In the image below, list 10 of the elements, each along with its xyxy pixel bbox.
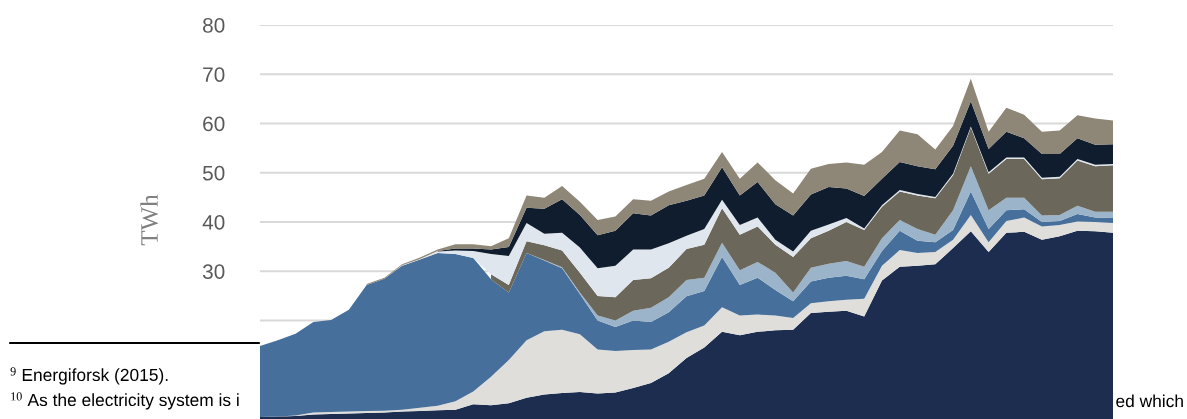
y-tick-label: 30 [202, 264, 225, 279]
y-tick-label: 60 [203, 116, 225, 132]
y-tick-label: 70 [203, 67, 225, 82]
y-axis-title: TWh [140, 194, 159, 246]
y-tick-label: 80 [203, 18, 225, 33]
text: $^{9}$ Energiforsk (2015). [10, 367, 168, 385]
text: $^{10}$ As the electricity system is i [11, 392, 239, 410]
y-tick-label: 50 [202, 165, 225, 181]
y-tick-label: 40 [202, 215, 225, 230]
text: ed which [1116, 394, 1183, 408]
